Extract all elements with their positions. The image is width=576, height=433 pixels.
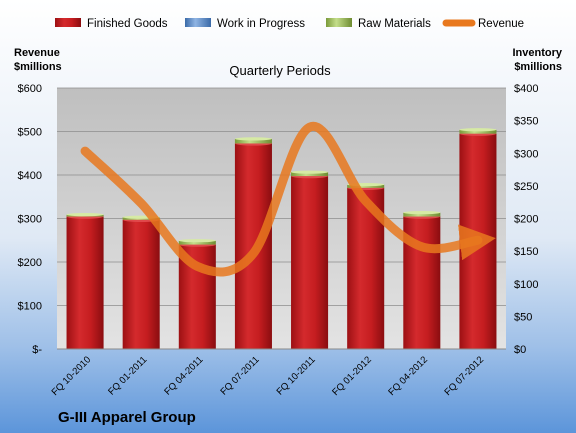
- legend: Finished Goods Work in Progress Raw Materi…: [55, 18, 524, 30]
- chart-title: Quarterly Periods: [229, 63, 331, 78]
- bar-finished-goods: [291, 176, 329, 349]
- right-tick-label: $400: [514, 83, 538, 95]
- bar-raw-materials-top: [459, 128, 497, 132]
- left-tick-label: $100: [18, 301, 42, 313]
- revenue-line: [80, 122, 496, 277]
- bar-raw-materials: [291, 172, 329, 177]
- left-tick-label: $400: [18, 170, 42, 182]
- right-axis-label-line1: Inventory: [512, 47, 562, 59]
- bar-raw-materials-top: [178, 239, 216, 243]
- legend-swatch: [55, 18, 81, 27]
- bar-raw-materials: [459, 129, 497, 134]
- right-tick-label: $50: [514, 311, 532, 323]
- left-tick-label: $-: [32, 344, 42, 356]
- bar-raw-materials-top: [234, 137, 272, 141]
- legend-label: Revenue: [478, 18, 524, 30]
- bar-raw-materials-top: [403, 211, 441, 215]
- right-tick-label: $0: [514, 344, 526, 356]
- left-axis-label-line1: Revenue: [14, 47, 60, 59]
- right-axis-label-line2: $millions: [514, 61, 562, 73]
- left-tick-label: $200: [18, 257, 42, 269]
- bar-raw-materials: [234, 138, 272, 144]
- left-tick-label: $500: [18, 127, 42, 139]
- legend-swatch: [326, 18, 352, 27]
- company-name: G-III Apparel Group: [58, 409, 196, 426]
- legend-label: Raw Materials: [358, 18, 431, 30]
- right-tick-label: $350: [514, 116, 538, 128]
- bar-raw-materials-top: [291, 170, 329, 174]
- revenue-line-path: [80, 122, 496, 277]
- bar-raw-materials: [178, 240, 216, 245]
- bar-raw-materials: [403, 212, 441, 217]
- bar-finished-goods: [122, 219, 160, 349]
- right-tick-label: $150: [514, 246, 538, 258]
- legend-swatch: [185, 18, 211, 27]
- bar-raw-materials-top: [66, 212, 104, 217]
- left-axis-ticks: $- $100 $200 $300 $400 $500 $600: [18, 83, 43, 356]
- left-axis-label-line2: $millions: [14, 61, 62, 73]
- right-axis-ticks: $0 $50 $100 $150 $200 $250 $300 $350 $400: [514, 83, 538, 356]
- left-tick-label: $300: [18, 214, 42, 226]
- bar-raw-materials: [347, 184, 385, 188]
- right-tick-label: $200: [514, 214, 538, 226]
- right-tick-label: $300: [514, 148, 538, 160]
- right-tick-label: $100: [514, 279, 538, 291]
- left-tick-label: $600: [18, 83, 42, 95]
- bar-finished-goods: [66, 216, 104, 349]
- legend-label: Work in Progress: [217, 18, 305, 30]
- right-tick-label: $250: [514, 181, 538, 193]
- legend-label: Finished Goods: [87, 18, 168, 30]
